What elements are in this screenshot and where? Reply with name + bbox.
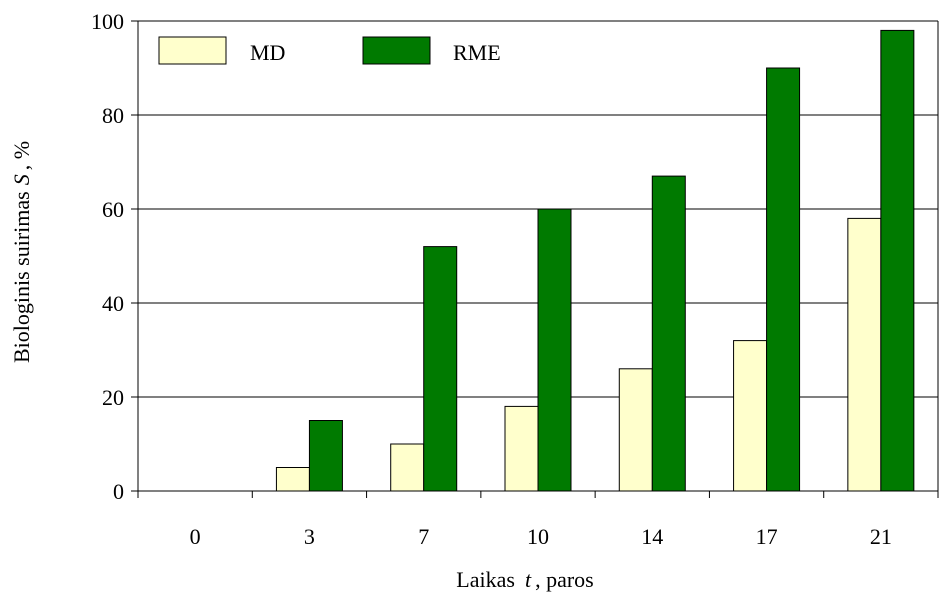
y-tick-label-20: 20 <box>102 385 124 410</box>
x-tick-label-21: 21 <box>870 524 892 549</box>
legend-swatch-rme <box>362 36 431 65</box>
y-tick-label-60: 60 <box>102 197 124 222</box>
y-axis-title-variable: S <box>9 174 34 185</box>
bar-md-3 <box>275 467 310 492</box>
bar-rme-14 <box>651 175 686 492</box>
legend-label-rme: RME <box>453 40 501 65</box>
bar-rme-7 <box>423 246 458 492</box>
bar-rme-10 <box>537 208 572 492</box>
bar-rme-3 <box>308 420 343 492</box>
y-tick-label-40: 40 <box>102 291 124 316</box>
x-tick-label-0: 0 <box>190 524 201 549</box>
y-axis-title-text: Biologinis suirimas <box>9 191 34 363</box>
legend: MD RME <box>158 36 501 65</box>
x-axis-title: Laikas t, paros <box>456 567 593 592</box>
x-tick-label-17: 17 <box>756 524 778 549</box>
y-axis-title-unit: , % <box>9 141 34 170</box>
x-axis-title-text: Laikas <box>456 567 515 592</box>
y-axis-title: Biologinis suirimas S , % <box>9 141 34 363</box>
y-tick-label-100: 100 <box>91 9 124 34</box>
bar-md-7 <box>390 443 425 492</box>
legend-swatch-md <box>158 36 227 65</box>
bar-md-17 <box>733 340 768 492</box>
bar-md-10 <box>504 405 539 492</box>
axes <box>131 20 939 498</box>
bar-md-14 <box>618 368 653 492</box>
x-tick-label-7: 7 <box>418 524 429 549</box>
legend-label-md: MD <box>250 40 285 65</box>
bars <box>275 29 915 492</box>
x-tick-label-14: 14 <box>641 524 663 549</box>
bar-md-21 <box>847 217 882 492</box>
x-tick-label-10: 10 <box>527 524 549 549</box>
x-axis-title-unit: , paros <box>535 567 594 592</box>
bar-rme-21 <box>880 29 915 492</box>
x-tick-labels: 0 3 7 10 14 17 21 <box>190 524 892 549</box>
x-tick-label-3: 3 <box>304 524 315 549</box>
y-tick-label-0: 0 <box>113 479 124 504</box>
bar-rme-17 <box>766 67 801 492</box>
x-axis-title-variable: t <box>525 567 532 592</box>
y-tick-labels: 0 20 40 60 80 100 <box>91 9 124 504</box>
y-tick-label-80: 80 <box>102 103 124 128</box>
